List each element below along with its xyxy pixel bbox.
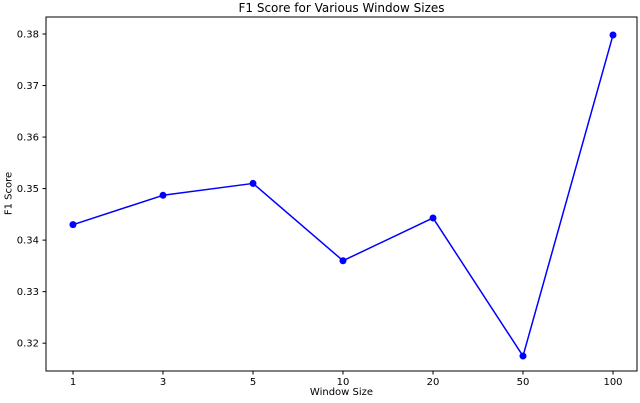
y-tick-label: 0.38 xyxy=(17,30,39,41)
y-tick-label: 0.34 xyxy=(17,236,39,247)
x-axis-label: Window Size xyxy=(309,387,374,398)
data-point-marker xyxy=(159,191,167,199)
data-point-marker xyxy=(609,31,617,39)
x-tick-label: 5 xyxy=(250,377,256,388)
x-tick-label: 10 xyxy=(337,377,350,388)
data-point-marker xyxy=(429,214,437,222)
x-tick-label: 100 xyxy=(603,377,622,388)
x-tick-label: 3 xyxy=(160,377,166,388)
x-tick-label: 50 xyxy=(517,377,530,388)
data-point-marker xyxy=(519,352,527,360)
x-tick-label: 1 xyxy=(70,377,76,388)
data-point-marker xyxy=(249,179,257,187)
data-point-marker xyxy=(339,257,347,265)
y-tick-label: 0.32 xyxy=(17,339,39,350)
y-tick-label: 0.35 xyxy=(17,184,39,195)
data-point-marker xyxy=(69,221,77,229)
axes-frame xyxy=(45,16,638,372)
x-tick-label: 20 xyxy=(427,377,440,388)
y-tick-label: 0.36 xyxy=(17,133,39,144)
y-tick-label: 0.37 xyxy=(17,81,39,92)
y-tick-label: 0.33 xyxy=(17,287,39,298)
chart-title: F1 Score for Various Window Sizes xyxy=(238,1,445,15)
series-line xyxy=(72,34,614,357)
